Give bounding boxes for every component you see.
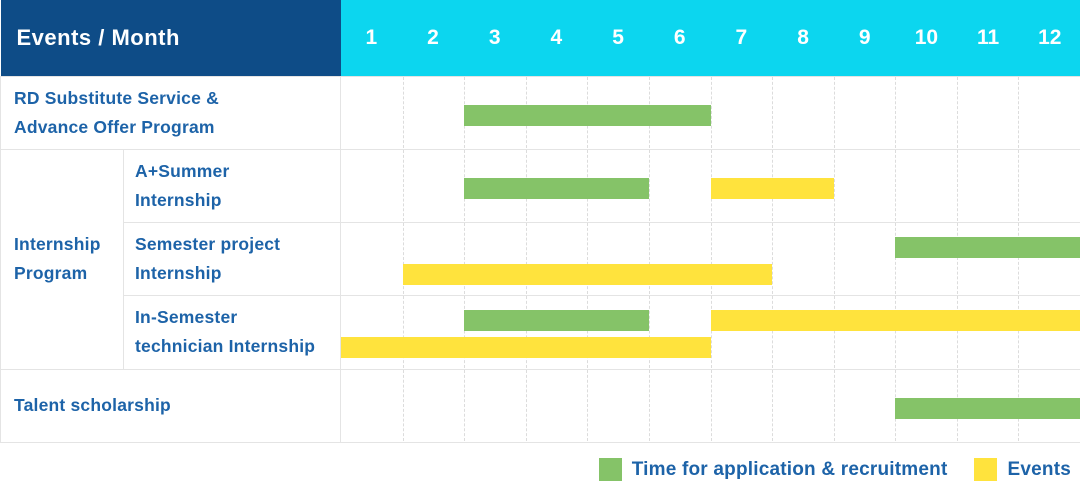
row-label-in-semester-technician: In-Semester technician Internship: [122, 294, 342, 370]
header-title: Events / Month: [16, 24, 180, 50]
month-gridline: [587, 370, 589, 441]
month-gridline: [956, 150, 958, 221]
month-gridline: [402, 296, 404, 368]
month-gridline: [895, 150, 897, 221]
month-gridline: [1018, 223, 1020, 294]
month-1: 1: [365, 25, 378, 49]
month-gridline: [587, 223, 589, 294]
month-gridline: [895, 296, 897, 368]
month-2: 2: [427, 25, 439, 49]
month-gridline: [525, 370, 527, 441]
month-6: 6: [673, 25, 686, 49]
row-timeline: [340, 221, 1080, 296]
month-gridline: [710, 223, 712, 294]
month-gridline: [648, 370, 650, 441]
timeline-cell: [341, 296, 1080, 368]
month-gridline: [464, 223, 466, 294]
row-timeline: [340, 294, 1080, 370]
month-gridline: [1018, 296, 1020, 368]
month-10: 10: [914, 25, 939, 49]
month-gridline: [1018, 77, 1020, 148]
month-gridline: [833, 296, 835, 368]
month-gridline: [402, 150, 404, 221]
month-gridline: [402, 223, 404, 294]
month-gridline: [464, 370, 466, 441]
row-timeline: [340, 148, 1080, 223]
application-color-swatch: [598, 458, 622, 481]
month-gridline: [648, 223, 650, 294]
month-gridline: [833, 370, 835, 441]
month-gridline: [710, 296, 712, 368]
month-gridline: [1018, 150, 1020, 221]
month-gridline: [772, 77, 774, 148]
gantt-bar-application: [895, 398, 1080, 419]
timeline-cell: [341, 150, 1080, 221]
month-gridline: [956, 296, 958, 368]
month-gridline: [648, 150, 650, 221]
header-row: Events / Month 1 2 3 4 5 6 7 8 9 10 11 1…: [0, 0, 1080, 76]
month-gridline: [833, 150, 835, 221]
timeline-cell: [341, 370, 1080, 441]
month-9: 9: [858, 25, 871, 49]
month-gridline: [710, 370, 712, 441]
timeline-cell: [341, 77, 1080, 148]
month-gridline: [525, 296, 527, 368]
table-row: Internship Program A+Summer Internship: [0, 148, 1080, 370]
month-gridline: [525, 223, 527, 294]
month-gridline: [772, 296, 774, 368]
group-label-internship-program: Internship Program: [0, 148, 124, 370]
table-row: Talent scholarship: [0, 368, 1080, 443]
table-row: Semester project Internship: [1, 221, 1080, 296]
month-gridline: [648, 296, 650, 368]
legend-item-events: Events: [974, 458, 1071, 481]
month-gridline: [402, 370, 404, 441]
row-label-a-plus-summer: A+Summer Internship: [122, 148, 342, 223]
month-gridline: [772, 370, 774, 441]
gantt-bar-events: [402, 264, 773, 285]
row-label-semester-project: Semester project Internship: [122, 221, 342, 296]
month-gridline: [710, 77, 712, 148]
month-12: 12: [1038, 25, 1062, 49]
month-gridline: [833, 223, 835, 294]
gantt-bar-application: [464, 105, 711, 126]
months-header: 1 2 3 4 5 6 7 8 9 10 11 12: [340, 0, 1080, 76]
gantt-bar-application: [464, 310, 649, 331]
table-row: RD Substitute Service & Advance Offer Pr…: [0, 75, 1080, 150]
month-gridline: [956, 77, 958, 148]
month-gridline: [956, 223, 958, 294]
gantt-bar-events: [710, 178, 834, 199]
events-month-header: Events / Month: [0, 0, 341, 76]
gantt-bar-application: [895, 237, 1080, 258]
row-label-rd-substitute: RD Substitute Service & Advance Offer Pr…: [0, 75, 342, 150]
month-gridline: [464, 296, 466, 368]
row-label-talent-scholarship: Talent scholarship: [0, 368, 342, 443]
month-7: 7: [735, 25, 748, 49]
month-8: 8: [797, 25, 809, 49]
gantt-table: Events / Month 1 2 3 4 5 6 7 8 9 10 11 1…: [0, 0, 1080, 443]
month-gridline: [833, 77, 835, 148]
events-color-swatch: [974, 458, 998, 481]
legend-label-events: Events: [1007, 458, 1071, 480]
month-11: 11: [976, 25, 1000, 49]
month-5: 5: [612, 25, 624, 49]
legend: Time for application & recruitment Event…: [598, 458, 1071, 481]
row-timeline: [340, 368, 1080, 443]
month-gridline: [587, 296, 589, 368]
month-gridline: [402, 77, 404, 148]
gantt-bar-events: [341, 337, 711, 358]
month-3: 3: [488, 25, 501, 49]
table-row: In-Semester technician Internship: [1, 294, 1080, 370]
month-number-strip: 1 2 3 4 5 6 7 8 9 10 11 12: [341, 26, 1080, 50]
month-gridline: [772, 223, 774, 294]
timeline-cell: [341, 223, 1080, 294]
row-timeline: [340, 75, 1080, 150]
gantt-bar-application: [464, 178, 649, 199]
month-gridline: [895, 77, 897, 148]
month-4: 4: [550, 25, 563, 49]
legend-label-application: Time for application & recruitment: [631, 458, 948, 480]
legend-item-application: Time for application & recruitment: [598, 458, 948, 481]
month-gridline: [895, 223, 897, 294]
gantt-bar-events: [710, 310, 1080, 331]
